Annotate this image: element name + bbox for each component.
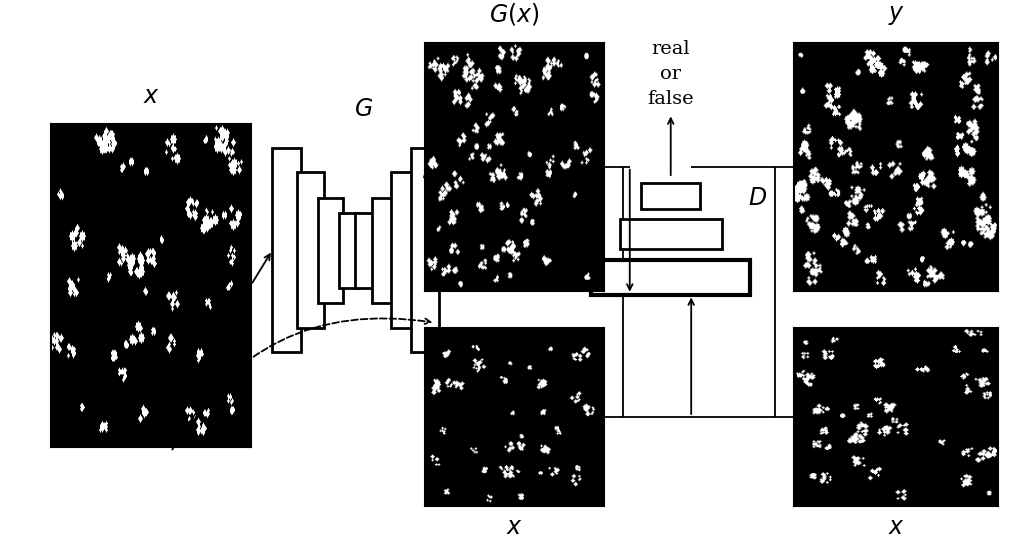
Text: $x$: $x$ (142, 84, 160, 108)
Bar (355, 213, 376, 288)
Bar (592, 260, 750, 295)
Text: real
or
false: real or false (647, 40, 694, 108)
Text: $x$: $x$ (888, 516, 904, 538)
Text: $x$: $x$ (506, 516, 523, 538)
Text: $D$: $D$ (749, 187, 767, 210)
Text: $G$: $G$ (354, 98, 373, 121)
Bar (372, 197, 396, 302)
Bar (411, 148, 439, 352)
Bar (297, 172, 324, 328)
Text: $y$: $y$ (888, 4, 904, 27)
Bar (318, 197, 343, 302)
Bar (339, 213, 359, 288)
Text: $G(x)$: $G(x)$ (489, 1, 540, 27)
Bar (391, 172, 418, 328)
Bar (641, 183, 700, 209)
Bar (620, 219, 722, 249)
Bar (272, 148, 301, 352)
